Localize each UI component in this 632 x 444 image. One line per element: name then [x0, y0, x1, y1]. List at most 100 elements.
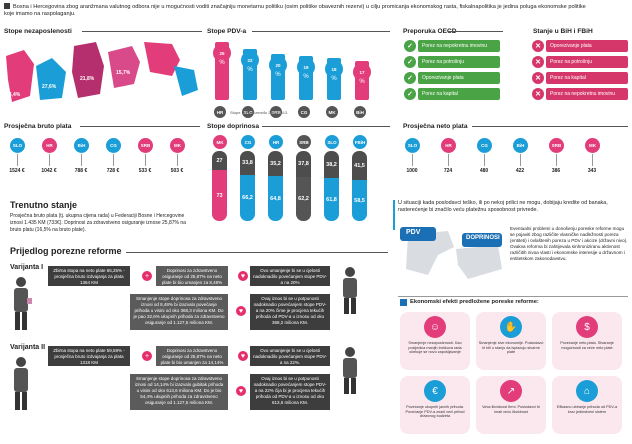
neto-stem — [592, 154, 593, 166]
effect-card: ↗ Veća likvidnost firmi. Poslodavci bi im… — [476, 376, 546, 434]
dop-bottom: 66,2 — [240, 175, 255, 221]
cross-icon: ✕ — [532, 88, 544, 100]
dop-bottom: 61,8 — [324, 178, 339, 221]
dop-top-value: 37,8 — [298, 161, 309, 167]
oecd-item-1: Porez na nepokretnu imovinu — [418, 40, 500, 52]
hospital-icon: + — [142, 351, 152, 361]
dop-bottom-value: 73 — [216, 192, 223, 199]
percent-icon: % — [219, 60, 225, 66]
unemp-value-4: 15,7% — [116, 70, 131, 76]
pdv-chart: 25% HR 22% SLO 20% SRB 19% CG 18% MK 17% BiH — [207, 36, 387, 118]
neto-value: 1000 — [406, 168, 418, 174]
bih-item-2: Porez na potrošnju — [546, 56, 628, 68]
bih-item-4: Porez na nepokretnu imovinu — [546, 88, 628, 100]
pdv-value: 19 — [297, 58, 315, 76]
heart-icon: ♥ — [236, 386, 246, 396]
heading-efekti: Ekonomski efekti predložene poreske refo… — [410, 299, 539, 305]
dop-country: SLO — [325, 135, 339, 149]
bih-item-3: Porez na kapital — [546, 72, 628, 84]
wallet-icon: $ — [576, 316, 598, 338]
pdv-value: 20 — [269, 56, 287, 74]
neto-country: HR — [441, 138, 456, 153]
bruto-stem — [49, 154, 50, 166]
dop-top-value: 27 — [216, 157, 223, 164]
bruto-country: MK — [170, 138, 185, 153]
v1-box-5: Ovaj iznos bi se u potpunosti nadoknadio… — [250, 294, 330, 330]
effect-text: Povećanje neto plata. Stvaranje mogućnos… — [560, 341, 614, 350]
v2-box-2: Doprinosi za zdravstveno osiguranje od 2… — [156, 346, 228, 366]
neto-stem — [484, 154, 485, 166]
heading-pdv: Stope PDV-a — [207, 28, 247, 35]
pdv-code: SRB — [270, 106, 282, 118]
bruto-stem — [113, 154, 114, 166]
dop-country: HR — [269, 135, 283, 149]
person-icon — [10, 356, 32, 412]
heart-icon: ♥ — [238, 351, 248, 361]
dop-country: MK — [213, 135, 227, 149]
dop-top-value: 38,2 — [326, 161, 337, 168]
map-pdv-label: PDV — [406, 229, 421, 236]
coins-icon: € — [424, 380, 446, 402]
neto-value: 343 — [587, 168, 597, 174]
neto-country: BiH — [513, 138, 528, 153]
bruto-country: CG — [106, 138, 121, 153]
cross-icon: ✕ — [532, 40, 544, 52]
dop-top-value: 41,5 — [354, 162, 365, 169]
percent-icon: % — [331, 76, 337, 82]
dop-top: 37,8 — [296, 151, 311, 177]
heading-bruto: Prosječna bruto plata — [4, 123, 72, 130]
bruto-country: SLO — [10, 138, 25, 153]
v1-box-2: Doprinosi za zdravstveno osiguranje od 2… — [156, 266, 228, 286]
dop-bottom: 73 — [212, 170, 227, 221]
pdv-code: BiH — [354, 106, 366, 118]
pdv-code: SLO — [242, 106, 254, 118]
check-icon: ✓ — [404, 56, 416, 68]
oecd-item-3: Oporezivanje plata — [418, 72, 500, 84]
percent-icon: % — [275, 72, 281, 78]
pdv-note: Stope PDV-a između 2012/2013. — [230, 110, 289, 115]
dop-bottom-value: 64,8 — [270, 195, 281, 202]
chart-icon: ↗ — [500, 380, 522, 402]
check-icon: ✓ — [404, 88, 416, 100]
dop-top: 35,2 — [268, 151, 283, 176]
v1-box-4: Smanjenje stope doprinosa za zdravstveno… — [130, 294, 228, 330]
neto-stem — [412, 154, 413, 166]
heading-prijedlog: Prijedlog porezne reforme — [10, 246, 122, 256]
pdv-value: 22 — [241, 51, 259, 69]
handshake-icon: ✋ — [500, 316, 522, 338]
dop-country: SRB — [297, 135, 311, 149]
v1-box-3: Ovo umanjenje bi se u cjelosti nadoknadi… — [250, 266, 330, 286]
dop-bottom-value: 61,8 — [326, 196, 337, 203]
heart-icon: ♥ — [238, 271, 248, 281]
heading-doprinosi: Stope doprinosa — [207, 123, 260, 130]
v1-box-1: Zbirna stopa na neto plate 65,25% - pros… — [48, 266, 130, 286]
heading-bih: Stanje u BiH i FBiH — [533, 28, 593, 35]
person-icon — [10, 276, 33, 332]
map-graphic: PDV DOPRINOSI — [398, 225, 506, 285]
oecd-item-4: Porez na kapital — [418, 88, 500, 100]
bruto-value: 503 € — [170, 168, 184, 174]
unemployment-map: 33,4% 27,6% 21,8% 15,7% — [4, 36, 200, 106]
building-icon: ⌂ — [576, 380, 598, 402]
pdv-value: 18 — [325, 60, 343, 78]
neto-stem — [448, 154, 449, 166]
bruto-value: 533 € — [138, 168, 152, 174]
effect-card: $ Povećanje neto plata. Stvaranje mogućno… — [552, 312, 622, 370]
effect-text: Efikasno ubiranje prihoda od PDV-a kroz … — [556, 405, 618, 414]
bruto-stem — [145, 154, 146, 166]
bruto-value: 728 € — [106, 168, 120, 174]
neto-stem — [556, 154, 557, 166]
v2-box-1: Zbirna stopa na neto plate 59,59% - pros… — [48, 346, 130, 366]
effect-text: Povećanje ukupnih javnih prihoda. Poveća… — [405, 405, 465, 419]
neto-country: SLO — [405, 138, 420, 153]
neto-country: SRB — [549, 138, 564, 153]
bruto-country: HR — [42, 138, 57, 153]
pdv-value: 25 — [213, 44, 231, 62]
heart-icon: ♥ — [236, 306, 246, 316]
neto-value: 386 — [551, 168, 561, 174]
v2-box-3: Ovo umanjenje bi se u cjelosti nadoknadi… — [250, 346, 330, 366]
percent-icon: % — [303, 74, 309, 80]
people-icon: ☺ — [424, 316, 446, 338]
bruto-value: 788 € — [74, 168, 88, 174]
heading-neto: Prosječna neto plata — [403, 123, 468, 130]
